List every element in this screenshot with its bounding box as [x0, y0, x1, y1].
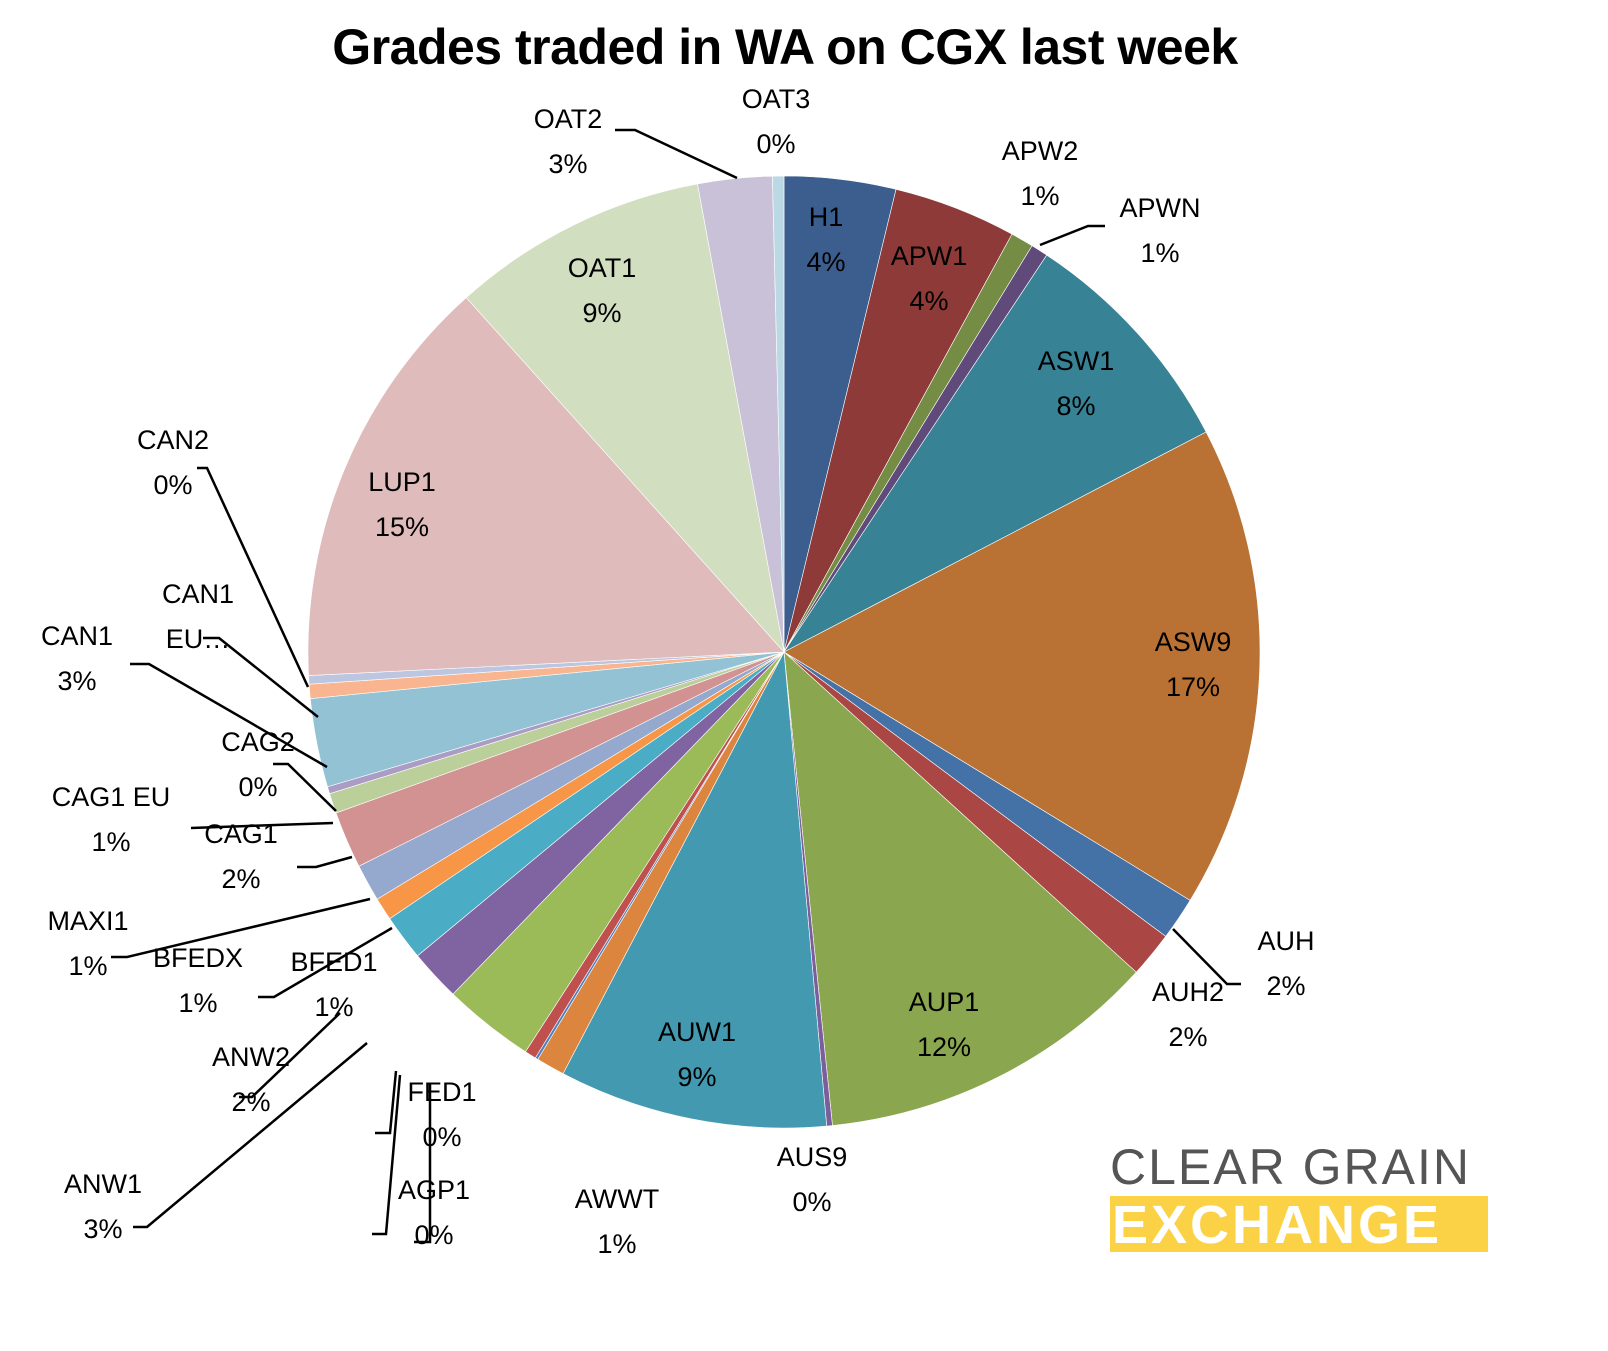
data-label-auh: AUH 2% [1257, 926, 1314, 1001]
data-label-apw2: APW2 1% [1002, 136, 1079, 211]
pie-slice-asw9 [783, 431, 1261, 901]
leader-line-can1 [130, 662, 328, 769]
leader-line-can1-eu [203, 636, 319, 718]
data-label-anw1: ANW1 3% [64, 1169, 142, 1244]
data-label-cag2: CAG2 0% [221, 727, 295, 802]
data-label-apw1: APW1 4% [891, 241, 968, 316]
leader-lines [111, 128, 1241, 1244]
data-label-apwn: APWN 1% [1120, 193, 1201, 268]
chart-title: Grades traded in WA on CGX last week [332, 19, 1238, 75]
data-label-oat1: OAT1 9% [568, 253, 637, 328]
data-label-awwt: AWWT 1% [575, 1184, 659, 1259]
leader-line-cag1 [297, 855, 353, 869]
leader-line-awwt [414, 1084, 432, 1244]
pie-slices [307, 175, 1261, 1129]
data-label-oat2: OAT2 3% [534, 104, 603, 179]
leader-line-fed1 [375, 1070, 398, 1135]
data-labels: OAT3 0% OAT2 3% APW2 1% APWN 1% H1 4% APW1 4% OAT1 9%… [41, 84, 1315, 1259]
data-label-lup1: LUP1 15% [368, 467, 436, 542]
data-label-auh2: AUH2 2% [1152, 977, 1224, 1052]
leader-line-agp1 [372, 1074, 402, 1236]
data-label-asw1: ASW1 8% [1038, 346, 1115, 421]
pie-slice-oat3 [772, 175, 785, 653]
data-label-can1: CAN1 3% [41, 621, 113, 696]
pie-slice-auw1 [562, 650, 828, 1129]
data-label-can1: CAN1 EU… [162, 579, 234, 654]
data-label-oat3: OAT3 0% [742, 84, 811, 159]
leader-line-auh [1172, 928, 1241, 986]
pie-slice-aup1 [783, 651, 1137, 1126]
logo-top-text: CLEAR GRAIN [1110, 1139, 1471, 1195]
data-label-h1: H1 4% [806, 202, 845, 277]
data-label-maxi1: MAXI1 1% [47, 906, 128, 981]
data-label-anw2: ANW2 2% [212, 1042, 290, 1117]
data-label-fed1: FED1 0% [407, 1077, 476, 1152]
leader-line-oat2 [615, 128, 738, 180]
data-label-cag1-eu: CAG1 EU 1% [52, 782, 171, 857]
logo-bottom-text: EXCHANGE [1110, 1196, 1488, 1252]
data-label-auw1: AUW1 9% [658, 1017, 736, 1092]
leader-line-maxi1 [111, 897, 371, 959]
data-label-aus9: AUS9 0% [777, 1142, 848, 1217]
clear-grain-exchange-logo: CLEAR GRAIN EXCHANGE [1110, 1138, 1488, 1252]
leader-line-can2 [197, 466, 310, 688]
pie-slice-oat1 [465, 183, 785, 653]
leader-line-anw2 [239, 1012, 341, 1099]
data-label-cag1: CAG1 2% [204, 819, 278, 894]
leader-line-bfedx [258, 926, 393, 999]
data-label-can2: CAN2 0% [137, 425, 209, 500]
leader-line-cag1-eu [190, 821, 334, 830]
pie-slice-lup1 [307, 297, 785, 676]
data-label-asw9: ASW9 17% [1155, 627, 1232, 702]
leader-line-anw1 [133, 1042, 368, 1229]
data-label-bfed1: BFED1 1% [290, 947, 377, 1022]
data-label-agp1: AGP1 0% [398, 1175, 470, 1250]
data-label-bfedx: BFEDX 1% [153, 943, 243, 1018]
pie-slice-asw1 [783, 254, 1207, 653]
leader-line-cag2 [273, 762, 337, 812]
data-label-aup1: AUP1 12% [909, 987, 980, 1062]
leader-line-apwn [1039, 224, 1105, 247]
